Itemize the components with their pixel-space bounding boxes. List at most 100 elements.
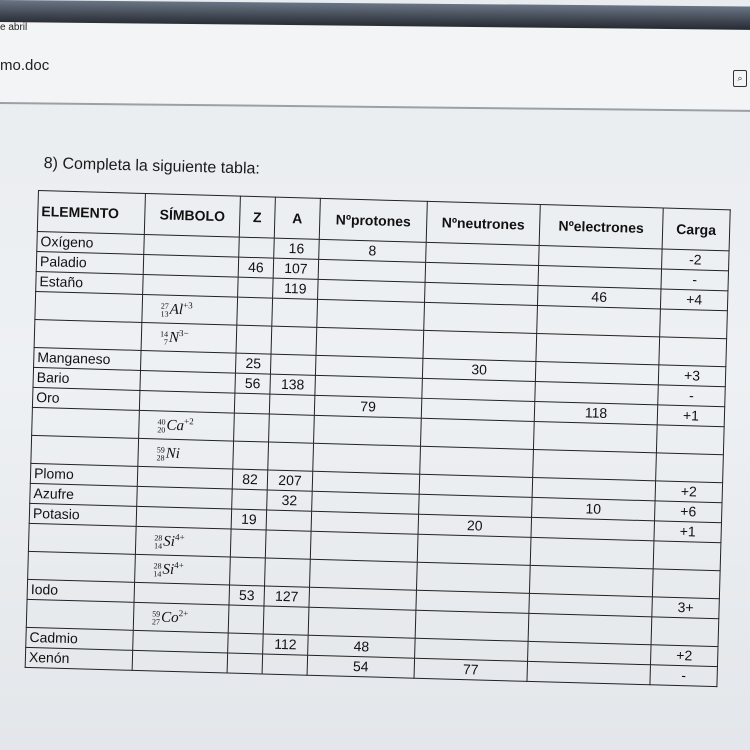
cell-neutrones[interactable]: 77: [414, 658, 528, 682]
cell-neutrones[interactable]: [423, 302, 538, 334]
cell-simbolo[interactable]: [132, 630, 229, 653]
cell-carga[interactable]: +2: [650, 644, 719, 667]
cell-simbolo[interactable]: [143, 234, 240, 258]
cell-a[interactable]: 107: [273, 258, 319, 280]
cell-protones[interactable]: [315, 327, 424, 359]
cell-electrones[interactable]: [533, 421, 658, 453]
cell-electrones[interactable]: [528, 613, 652, 645]
cell-carga[interactable]: -: [660, 268, 729, 291]
cell-z[interactable]: 25: [235, 353, 272, 375]
cell-neutrones[interactable]: [422, 330, 537, 362]
cell-elemento[interactable]: [27, 551, 136, 583]
cell-a[interactable]: [264, 557, 311, 588]
cell-carga[interactable]: +1: [653, 520, 722, 543]
cell-z[interactable]: [233, 413, 270, 443]
cell-simbolo[interactable]: 28 14 Si4+: [135, 526, 232, 558]
cell-z[interactable]: [231, 489, 268, 511]
cell-neutrones[interactable]: [416, 562, 531, 594]
cell-electrones[interactable]: [536, 305, 661, 337]
cell-z[interactable]: [238, 237, 275, 259]
document-name[interactable]: mo.doc: [0, 57, 50, 74]
cell-z[interactable]: [237, 277, 274, 299]
cell-a[interactable]: [270, 354, 316, 376]
cell-carga[interactable]: +3: [658, 364, 726, 387]
cell-simbolo[interactable]: [143, 254, 239, 278]
cell-carga[interactable]: +2: [655, 480, 723, 503]
cell-a[interactable]: [269, 394, 315, 416]
cell-simbolo[interactable]: 40 20 Ca+2: [138, 410, 235, 442]
cell-a[interactable]: 138: [269, 374, 316, 396]
cell-electrones[interactable]: [530, 537, 654, 569]
cell-simbolo[interactable]: [137, 466, 233, 490]
cell-a[interactable]: [267, 442, 314, 472]
cell-protones[interactable]: [310, 531, 419, 563]
cell-simbolo[interactable]: [132, 650, 228, 673]
cell-protones[interactable]: [313, 415, 422, 447]
cell-carga[interactable]: [658, 336, 727, 367]
cell-z[interactable]: [227, 652, 263, 674]
cell-electrones[interactable]: [532, 449, 657, 481]
cell-simbolo[interactable]: 59 28 Ni: [137, 438, 234, 470]
document-search-icon[interactable]: ⌕: [733, 70, 747, 87]
cell-electrones[interactable]: [529, 565, 654, 597]
cell-a[interactable]: [271, 326, 317, 356]
cell-protones[interactable]: [312, 443, 421, 475]
cell-carga[interactable]: -2: [661, 248, 730, 271]
cell-simbolo[interactable]: [136, 506, 232, 530]
cell-elemento[interactable]: [34, 291, 143, 323]
cell-a[interactable]: 32: [266, 490, 313, 512]
cell-simbolo[interactable]: 14 7 N3−: [141, 322, 237, 354]
cell-carga[interactable]: +6: [654, 500, 723, 523]
cell-carga[interactable]: -: [657, 384, 726, 407]
cell-neutrones[interactable]: [415, 610, 529, 642]
cell-z[interactable]: 56: [234, 373, 271, 395]
cell-a[interactable]: [263, 605, 309, 636]
cell-simbolo[interactable]: [136, 486, 233, 510]
cell-neutrones[interactable]: [419, 446, 534, 478]
cell-a[interactable]: 112: [262, 633, 309, 656]
cell-z[interactable]: [228, 604, 264, 634]
cell-z[interactable]: [232, 441, 269, 471]
cell-protones[interactable]: [316, 299, 425, 331]
cell-simbolo[interactable]: [139, 390, 235, 414]
cell-a[interactable]: 127: [263, 585, 310, 608]
cell-simbolo[interactable]: 59 27 Co2+: [133, 602, 229, 633]
cell-a[interactable]: [268, 414, 315, 444]
cell-carga[interactable]: +4: [660, 288, 728, 311]
cell-neutrones[interactable]: [417, 534, 531, 566]
cell-elemento[interactable]: [31, 407, 140, 439]
cell-a[interactable]: 16: [273, 238, 320, 260]
cell-carga[interactable]: [653, 540, 721, 571]
cell-simbolo[interactable]: 28 14 Si4+: [134, 554, 231, 586]
breadcrumb[interactable]: e abril: [0, 22, 28, 33]
cell-z[interactable]: [234, 393, 270, 415]
cell-carga[interactable]: [652, 568, 721, 599]
cell-protones[interactable]: [309, 559, 418, 591]
cell-electrones[interactable]: [526, 661, 651, 685]
cell-elemento[interactable]: [28, 523, 137, 555]
cell-z[interactable]: 53: [228, 585, 265, 606]
cell-a[interactable]: 207: [267, 470, 313, 492]
cell-simbolo[interactable]: [134, 582, 230, 605]
cell-electrones[interactable]: [535, 333, 660, 365]
cell-carga[interactable]: [659, 308, 728, 339]
cell-protones[interactable]: [308, 607, 416, 639]
cell-neutrones[interactable]: [420, 418, 535, 450]
cell-z[interactable]: [230, 529, 267, 558]
cell-z[interactable]: 82: [232, 469, 268, 491]
cell-carga[interactable]: -: [649, 664, 718, 687]
cell-simbolo[interactable]: 27 13 Al+3: [141, 294, 238, 326]
cell-carga[interactable]: 3+: [651, 596, 720, 619]
cell-carga[interactable]: [651, 616, 719, 647]
cell-simbolo[interactable]: [140, 350, 237, 374]
cell-carga[interactable]: +1: [657, 404, 725, 427]
cell-a[interactable]: [265, 530, 312, 560]
cell-z[interactable]: 46: [238, 257, 274, 279]
cell-simbolo[interactable]: [139, 370, 236, 394]
cell-z[interactable]: [236, 325, 272, 355]
cell-elemento[interactable]: Xenón: [25, 647, 133, 671]
cell-a[interactable]: [271, 298, 318, 328]
cell-z[interactable]: [229, 557, 266, 586]
cell-a[interactable]: [266, 510, 312, 532]
cell-a[interactable]: [262, 653, 308, 676]
